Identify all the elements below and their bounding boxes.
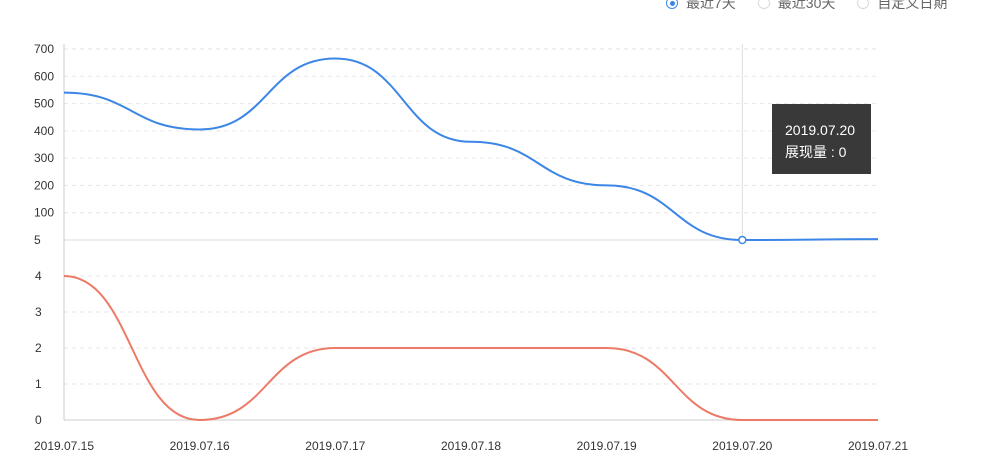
tooltip-value: 0: [838, 144, 847, 160]
y-tick-label: 200: [34, 178, 54, 192]
tooltip-date: 2019.07.20: [785, 122, 856, 138]
radio-icon[interactable]: [757, 0, 770, 9]
x-tick-label: 2019.07.21: [848, 439, 908, 453]
radio-checked-icon[interactable]: [666, 0, 678, 9]
date-range-selector: 最近7天 最近30天 自定义日期: [666, 0, 969, 13]
series-line-upper: [63, 57, 879, 242]
x-tick-label: 2019.07.16: [170, 439, 230, 453]
chart-tooltip: 2019.07.20 展现量 : 0: [772, 104, 871, 174]
y-tick-label: 2: [35, 341, 42, 355]
x-tick-label: 2019.07.19: [577, 439, 637, 453]
range-option-label: 最近30天: [777, 0, 836, 11]
x-tick-label: 2019.07.18: [441, 439, 501, 453]
range-option-7days[interactable]: 最近7天: [666, 0, 736, 13]
x-tick-label: 2019.07.15: [34, 439, 94, 453]
y-tick-label: 600: [34, 69, 54, 83]
range-option-30days[interactable]: 最近30天: [757, 0, 836, 13]
y-tick-label: 3: [35, 305, 42, 319]
x-tick-label: 2019.07.20: [712, 439, 772, 453]
y-tick-label: 300: [34, 151, 54, 165]
range-option-custom[interactable]: 自定义日期: [857, 0, 947, 13]
range-option-label: 最近7天: [686, 0, 736, 11]
y-tick-label: 1: [35, 377, 42, 391]
range-option-label: 自定义日期: [877, 0, 948, 11]
y-tick-label: 5: [34, 233, 41, 247]
y-tick-label: 400: [34, 124, 54, 138]
series-line-lower: [63, 275, 878, 422]
tooltip-label: 展现量: [785, 144, 827, 160]
y-tick-label: 4: [35, 269, 42, 283]
y-tick-label: 100: [34, 206, 54, 220]
y-tick-label: 500: [34, 97, 54, 111]
tooltip-value-row: 展现量 : 0: [785, 144, 847, 160]
x-tick-label: 2019.07.17: [305, 439, 365, 453]
y-tick-label: 0: [35, 413, 42, 427]
highlight-point: [738, 235, 747, 245]
y-tick-label: 700: [34, 42, 54, 56]
